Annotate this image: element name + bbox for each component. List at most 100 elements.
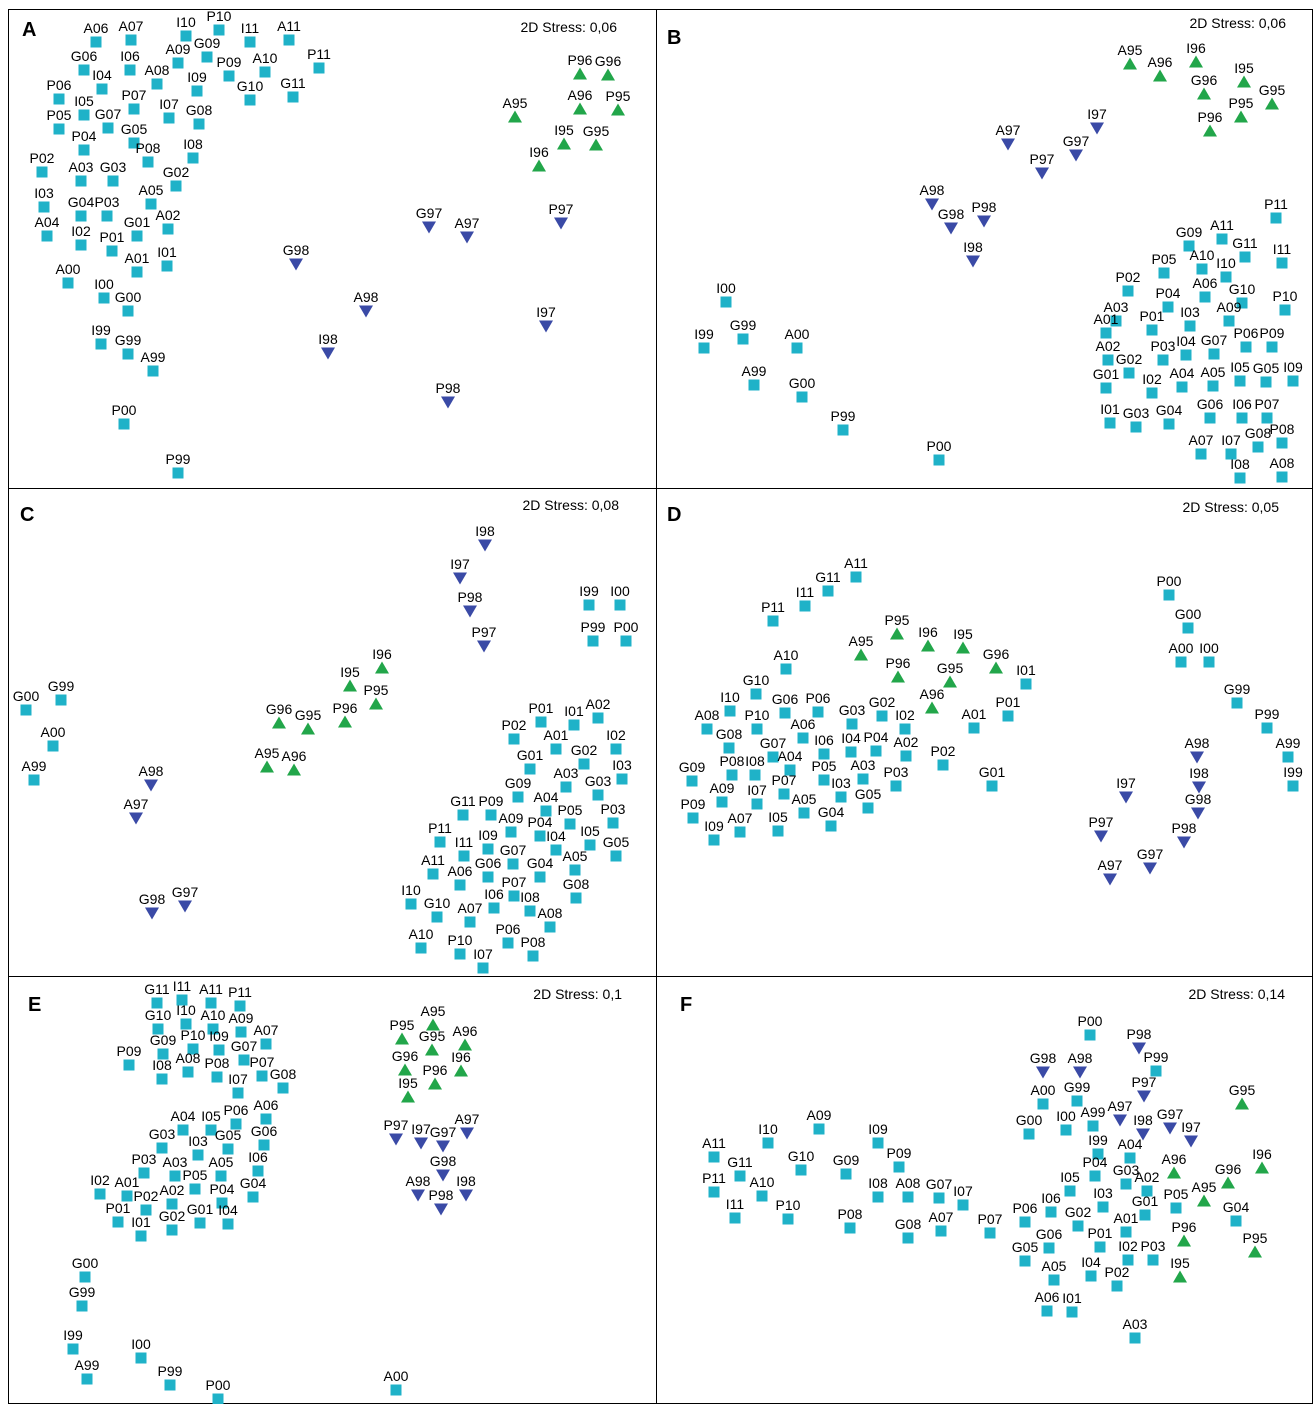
point-square bbox=[102, 122, 114, 134]
point-square bbox=[724, 705, 736, 717]
point-label: G07 bbox=[1201, 332, 1228, 348]
point-label: I03 bbox=[1093, 1185, 1113, 1201]
point-label: G05 bbox=[603, 834, 630, 850]
point-label: I08 bbox=[745, 753, 765, 769]
point-triangle-down bbox=[411, 1189, 425, 1202]
point-square bbox=[1120, 1178, 1132, 1190]
point-square bbox=[687, 812, 699, 824]
point-label: P08 bbox=[720, 753, 745, 769]
point-label: I02 bbox=[895, 707, 915, 723]
point-label: A06 bbox=[1035, 1289, 1060, 1305]
point-square bbox=[1261, 722, 1273, 734]
point-square bbox=[1072, 1220, 1084, 1232]
point-square bbox=[592, 712, 604, 724]
point-square bbox=[78, 64, 90, 76]
point-square bbox=[207, 1023, 219, 1035]
point-label: A10 bbox=[774, 647, 799, 663]
point-label: G96 bbox=[595, 53, 622, 69]
point-label: I95 bbox=[554, 122, 574, 138]
point-square bbox=[177, 1124, 189, 1136]
point-square bbox=[482, 871, 494, 883]
point-label: A04 bbox=[534, 789, 559, 805]
point-label: A98 bbox=[406, 1173, 431, 1189]
point-square bbox=[166, 1198, 178, 1210]
point-square bbox=[131, 230, 143, 242]
point-square bbox=[1287, 375, 1299, 387]
point-square bbox=[708, 834, 720, 846]
point-label: G05 bbox=[1253, 360, 1280, 376]
point-square bbox=[1204, 412, 1216, 424]
point-label: I07 bbox=[228, 1071, 248, 1087]
point-triangle-down bbox=[1163, 1122, 1177, 1135]
point-label: A11 bbox=[844, 555, 868, 571]
point-label: P11 bbox=[228, 984, 252, 1000]
point-label: G06 bbox=[475, 855, 502, 871]
point-label: P00 bbox=[614, 619, 639, 635]
point-triangle-up bbox=[369, 697, 383, 710]
point-label: A01 bbox=[115, 1174, 140, 1190]
point-label: I05 bbox=[74, 93, 94, 109]
point-square bbox=[427, 868, 439, 880]
point-label: A98 bbox=[139, 763, 164, 779]
point-square bbox=[216, 1197, 228, 1209]
point-square bbox=[1089, 1170, 1101, 1182]
point-label: P97 bbox=[1030, 151, 1055, 167]
point-square bbox=[1141, 1185, 1153, 1197]
stress-label: 2D Stress: 0,06 bbox=[521, 19, 618, 35]
point-label: I04 bbox=[218, 1202, 238, 1218]
point-label: G97 bbox=[1157, 1106, 1184, 1122]
point-label: A02 bbox=[160, 1182, 185, 1198]
point-label: G04 bbox=[527, 855, 554, 871]
point-label: I95 bbox=[1170, 1255, 1190, 1271]
point-label: A01 bbox=[962, 706, 987, 722]
point-label: P10 bbox=[448, 932, 473, 948]
point-triangle-down bbox=[414, 1137, 428, 1150]
point-triangle-up bbox=[426, 1018, 440, 1031]
point-triangle-down bbox=[554, 217, 568, 230]
point-label: P99 bbox=[158, 1363, 183, 1379]
point-label: G11 bbox=[280, 75, 306, 91]
point-label: A06 bbox=[254, 1097, 279, 1113]
point-label: A96 bbox=[1148, 54, 1173, 70]
point-square bbox=[164, 1379, 176, 1391]
point-label: I07 bbox=[953, 1183, 973, 1199]
point-label: P02 bbox=[502, 717, 527, 733]
point-label: G02 bbox=[571, 742, 598, 758]
point-label: P01 bbox=[100, 229, 125, 245]
point-label: A95 bbox=[503, 95, 528, 111]
point-square bbox=[180, 30, 192, 42]
point-square bbox=[187, 1043, 199, 1055]
point-square bbox=[162, 223, 174, 235]
point-triangle-down bbox=[1143, 862, 1157, 875]
point-square bbox=[1199, 291, 1211, 303]
point-square bbox=[748, 379, 760, 391]
point-label: G95 bbox=[937, 660, 964, 676]
point-label: A99 bbox=[75, 1357, 100, 1373]
point-label: A98 bbox=[920, 182, 945, 198]
point-triangle-up bbox=[1197, 87, 1211, 100]
point-triangle-up bbox=[589, 138, 603, 151]
point-label: I10 bbox=[1216, 255, 1236, 271]
point-label: I95 bbox=[1234, 60, 1254, 76]
point-triangle-down bbox=[966, 255, 980, 268]
point-label: G05 bbox=[121, 121, 148, 137]
point-label: G96 bbox=[392, 1048, 419, 1064]
point-label: G01 bbox=[187, 1201, 214, 1217]
point-label: P08 bbox=[136, 140, 161, 156]
point-square bbox=[1150, 1065, 1162, 1077]
point-label: I00 bbox=[94, 276, 114, 292]
point-label: P97 bbox=[549, 201, 574, 217]
point-label: I06 bbox=[484, 886, 504, 902]
point-label: A04 bbox=[171, 1108, 196, 1124]
point-label: A96 bbox=[282, 748, 307, 764]
point-square bbox=[782, 1213, 794, 1225]
point-square bbox=[75, 175, 87, 187]
point-label: A00 bbox=[1031, 1082, 1056, 1098]
point-square bbox=[716, 796, 728, 808]
point-triangle-down bbox=[1073, 1066, 1087, 1079]
point-label: A08 bbox=[176, 1050, 201, 1066]
point-square bbox=[313, 62, 325, 74]
point-triangle-down bbox=[289, 258, 303, 271]
point-label: G99 bbox=[1064, 1079, 1091, 1095]
point-square bbox=[1139, 1209, 1151, 1221]
